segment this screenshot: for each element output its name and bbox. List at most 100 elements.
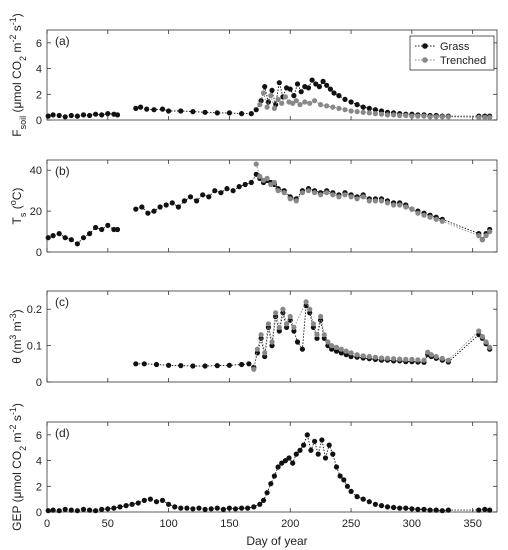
data-point xyxy=(284,324,290,330)
panel-label: (d) xyxy=(55,426,70,440)
data-point xyxy=(163,202,169,208)
data-point xyxy=(236,184,242,190)
data-point xyxy=(294,339,301,345)
data-point xyxy=(403,204,409,210)
data-point xyxy=(297,447,303,453)
data-point xyxy=(273,310,279,316)
data-point xyxy=(253,161,259,167)
legend-marker xyxy=(422,43,428,49)
data-point xyxy=(232,506,239,512)
data-point xyxy=(178,505,184,511)
data-point xyxy=(397,356,403,362)
data-point xyxy=(298,89,304,95)
data-point xyxy=(56,231,62,237)
data-point xyxy=(262,84,268,90)
y-tick-label: 20 xyxy=(30,206,42,218)
data-point xyxy=(105,111,111,117)
data-point xyxy=(178,108,184,114)
series-trenched xyxy=(251,299,493,372)
data-point xyxy=(315,451,321,457)
data-point xyxy=(409,356,415,362)
y-tick-label: 0 xyxy=(36,247,42,259)
data-point xyxy=(384,355,391,361)
data-point xyxy=(482,114,488,120)
data-point xyxy=(307,306,313,312)
series-trenched xyxy=(257,90,493,120)
data-point xyxy=(409,506,415,512)
data-point xyxy=(336,105,342,111)
data-point xyxy=(253,107,259,113)
data-point xyxy=(348,194,354,200)
data-point xyxy=(348,99,354,105)
data-point xyxy=(257,501,263,507)
y-axis-label: θ (m3 m-3) xyxy=(8,309,24,363)
data-point xyxy=(190,109,196,115)
data-point xyxy=(318,313,324,320)
data-point xyxy=(117,504,123,510)
series-grass xyxy=(45,432,493,514)
data-point xyxy=(264,175,270,181)
data-point xyxy=(220,506,226,512)
data-point xyxy=(290,460,296,466)
data-point xyxy=(287,86,293,92)
data-point xyxy=(433,507,439,513)
data-point xyxy=(251,504,257,510)
data-point xyxy=(230,188,236,194)
data-point xyxy=(87,231,93,237)
data-point xyxy=(445,507,451,513)
data-point xyxy=(56,112,62,119)
data-point xyxy=(279,460,285,466)
data-point xyxy=(330,104,336,110)
data-point xyxy=(476,114,482,120)
y-tick-label: 40 xyxy=(30,165,42,177)
data-point xyxy=(264,104,270,110)
x-tick-label: 0 xyxy=(44,518,50,530)
data-point xyxy=(330,451,336,457)
data-point xyxy=(397,505,403,511)
data-point xyxy=(248,179,254,186)
data-point xyxy=(145,210,151,216)
data-point xyxy=(214,505,220,511)
data-point xyxy=(378,111,385,117)
data-point xyxy=(282,94,288,100)
data-point xyxy=(391,504,397,511)
data-point xyxy=(378,503,385,509)
data-point xyxy=(297,102,303,108)
data-point xyxy=(99,506,105,512)
data-point xyxy=(421,212,427,218)
data-point xyxy=(312,190,318,196)
data-point xyxy=(166,501,172,507)
y-tick-label: 2 xyxy=(36,481,42,493)
data-point xyxy=(476,233,482,239)
data-point xyxy=(62,506,68,512)
data-point xyxy=(286,455,292,461)
data-point xyxy=(372,501,378,507)
data-point xyxy=(276,324,282,330)
data-point xyxy=(378,355,385,361)
plot-frame xyxy=(46,290,498,383)
data-point xyxy=(324,190,330,196)
data-point xyxy=(403,356,409,362)
data-point xyxy=(427,214,433,220)
gap-bridge xyxy=(442,220,479,237)
data-point xyxy=(439,218,445,224)
data-point xyxy=(344,483,350,489)
data-point xyxy=(200,192,206,198)
data-point xyxy=(439,114,445,120)
data-point xyxy=(409,113,415,119)
data-point xyxy=(372,107,378,113)
data-point xyxy=(271,179,277,186)
data-point xyxy=(421,357,427,363)
data-point xyxy=(324,103,330,109)
data-point xyxy=(343,352,349,358)
data-point xyxy=(45,508,51,514)
data-point xyxy=(80,506,87,512)
data-point xyxy=(257,102,263,108)
data-point xyxy=(245,505,251,511)
data-point xyxy=(319,437,325,443)
data-point xyxy=(421,113,427,119)
data-point xyxy=(304,432,310,438)
x-tick-label: 100 xyxy=(159,518,177,530)
series-line xyxy=(48,79,490,118)
data-point xyxy=(366,353,372,360)
